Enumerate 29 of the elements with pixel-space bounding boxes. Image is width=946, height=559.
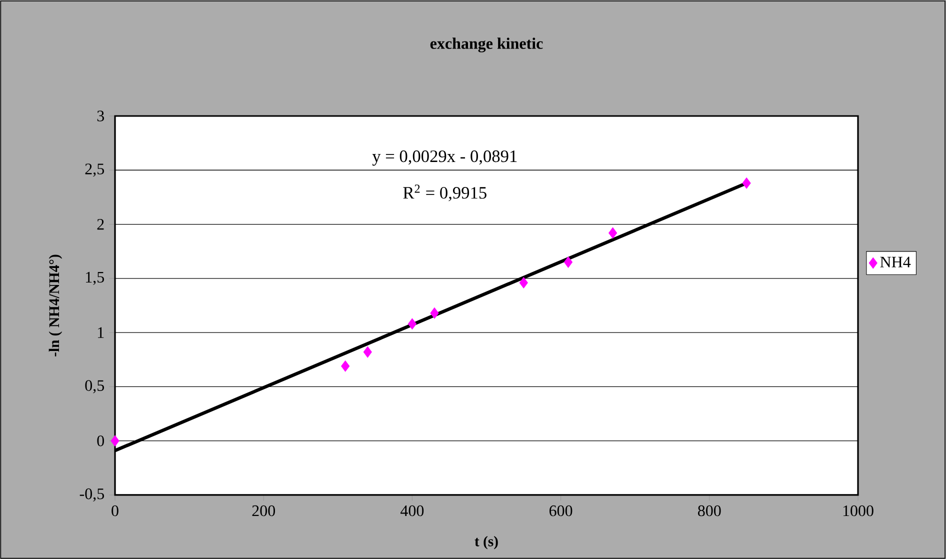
y-tick-label: -0,5	[80, 488, 104, 502]
point	[519, 277, 528, 288]
y-tick-label: 2	[97, 218, 104, 230]
point	[742, 178, 751, 189]
point	[408, 318, 416, 330]
y-tick-label: 2,5	[85, 164, 104, 177]
x-axis-title: t (s)	[474, 536, 498, 550]
y-tick-label: 0	[97, 435, 104, 446]
point	[564, 256, 573, 268]
y-tick-label: 0,5	[85, 380, 104, 394]
x-tick-label: 800	[698, 505, 721, 516]
point	[430, 307, 439, 319]
annotation: y = 0,0029x - 0,0891	[372, 150, 517, 166]
annotation: R$^{2}$ = 0,9915	[403, 184, 486, 202]
point	[363, 346, 372, 358]
point	[110, 435, 120, 446]
y-axis-title: -ln ( NH4/NH4°)	[48, 254, 62, 356]
x-tick-label: 600	[549, 505, 572, 516]
x-tick-label: 400	[400, 505, 424, 516]
point	[341, 360, 350, 372]
point	[608, 227, 618, 239]
x-tick-label: 200	[252, 505, 275, 516]
y-tick-label: 3	[97, 110, 104, 122]
x-tick-label: 0	[112, 505, 118, 516]
legend-label: NH4	[880, 256, 911, 268]
chart-title: exchange kinetic	[430, 38, 543, 52]
x-tick-label: 1000	[843, 505, 874, 516]
y-tick-label: 1	[98, 327, 104, 338]
y-tick-label: 1,5	[86, 272, 104, 285]
